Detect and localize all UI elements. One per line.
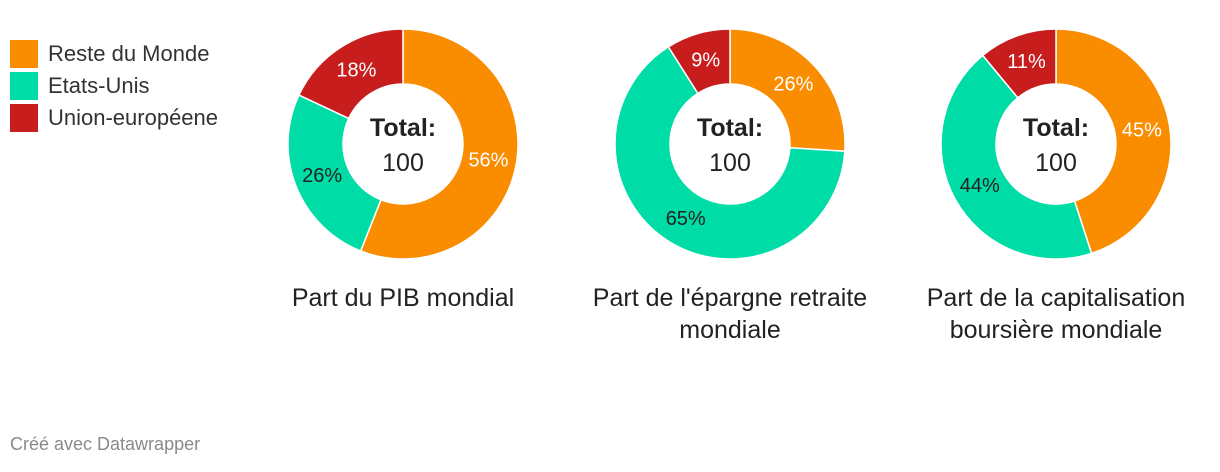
center-total-value: 100 bbox=[709, 149, 751, 177]
donut-chart: 26% 65% 9% Total: 100 bbox=[614, 28, 846, 260]
donut-chart: 45% 44% 11% Total: 100 bbox=[940, 28, 1172, 260]
slice-label: 18% bbox=[336, 60, 376, 82]
slice-label: 45% bbox=[1122, 119, 1162, 141]
donut-slice bbox=[614, 45, 846, 260]
donut-slice bbox=[287, 94, 382, 252]
legend-item-etats-unis: Etats-Unis bbox=[10, 70, 218, 102]
slice-label: 65% bbox=[666, 208, 706, 230]
slice-label: 44% bbox=[960, 175, 1000, 197]
donut-charts: 56% 26% 18% Total: 100 26% 65% 9% Total: 100 45% 44… bbox=[287, 28, 1172, 260]
center-total-value: 100 bbox=[382, 149, 424, 177]
donut-slice bbox=[729, 28, 846, 153]
donut-slice bbox=[297, 28, 404, 120]
donut-slice bbox=[981, 28, 1057, 99]
center-total-label: Total: bbox=[1023, 114, 1089, 142]
legend-item-reste-du-monde: Reste du Monde bbox=[10, 38, 218, 70]
slice-label: 26% bbox=[773, 73, 813, 95]
legend: Reste du Monde Etats-Unis Union-européen… bbox=[10, 38, 218, 134]
legend-swatch bbox=[10, 72, 38, 100]
legend-label: Etats-Unis bbox=[48, 73, 150, 98]
donut-slice bbox=[1055, 28, 1172, 255]
legend-label: Reste du Monde bbox=[48, 41, 210, 66]
center-total-label: Total: bbox=[697, 114, 763, 142]
slice-label: 26% bbox=[302, 165, 342, 187]
center-total-value: 100 bbox=[1035, 149, 1077, 177]
legend-label: Union-européene bbox=[48, 105, 219, 130]
donut-slice bbox=[940, 54, 1093, 260]
chart-title-pib: Part du PIB mondial bbox=[291, 284, 515, 312]
legend-item-union-europeene: Union-européene bbox=[10, 102, 218, 134]
slice-label: 11% bbox=[1007, 51, 1046, 73]
donut-chart: 56% 26% 18% Total: 100 bbox=[287, 28, 519, 260]
datawrapper-credit: Créé avec Datawrapper bbox=[10, 434, 201, 454]
center-total-label: Total: bbox=[370, 114, 436, 142]
donut-slice bbox=[359, 28, 519, 260]
slice-label: 9% bbox=[691, 49, 720, 71]
legend-swatch bbox=[10, 40, 38, 68]
donut-slice bbox=[667, 28, 731, 95]
legend-swatch bbox=[10, 104, 38, 132]
chart-title-epargne: Part de l'épargne retraite mondiale bbox=[592, 284, 868, 344]
slice-label: 56% bbox=[468, 149, 508, 171]
chart-title-capitalisation: Part de la capitalisation boursière mond… bbox=[926, 284, 1186, 344]
